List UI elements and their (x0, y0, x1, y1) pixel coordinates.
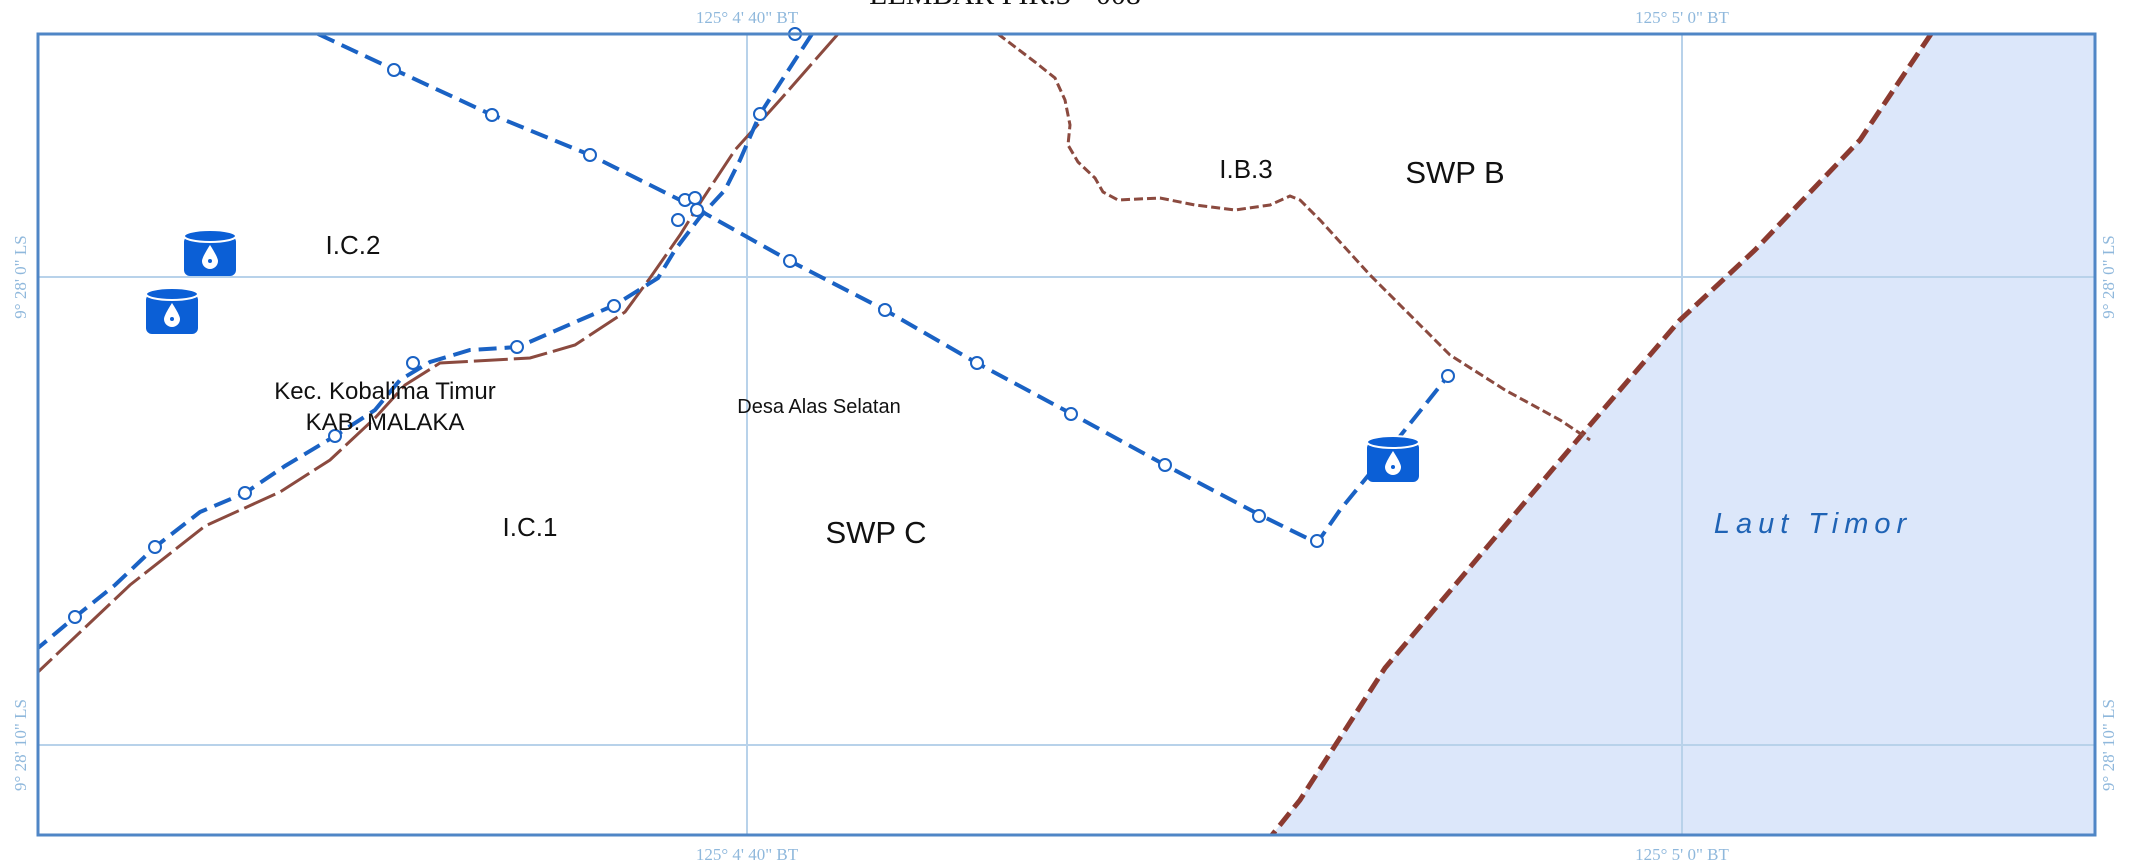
kabupaten-label: KAB. MALAKA (306, 409, 465, 436)
swp-boundary-line (997, 32, 1591, 442)
sheet-title: LEMBAR PIR.3 - 008 (869, 0, 1141, 11)
lat-label-right-bottom: 9° 28' 10" LS (2099, 699, 2118, 791)
swp-label-c: SWP C (825, 515, 926, 550)
kecamatan-label: Kec. Kobalima Timur (274, 378, 495, 405)
map-frame (36, 32, 2097, 837)
circle-node-icon (1441, 369, 1455, 383)
lat-label-right-top: 9° 28' 0" LS (2099, 235, 2118, 318)
circle-node-icon (510, 340, 524, 354)
circle-node-icon (387, 63, 401, 77)
circle-node-icon (688, 191, 702, 205)
circle-node-icon (583, 148, 597, 162)
water-drop-tank-icon[interactable] (1366, 435, 1420, 483)
circle-node-icon (970, 356, 984, 370)
circle-node-icon (671, 213, 685, 227)
pipe-nodes (68, 27, 1455, 624)
circle-node-icon (1064, 407, 1078, 421)
circle-node-icon (328, 429, 342, 443)
sea-area (1272, 34, 2095, 835)
circle-node-icon (148, 540, 162, 554)
water-drop-tank-icon[interactable] (183, 229, 237, 277)
coastline-boundary (1270, 32, 1934, 837)
circle-node-icon (878, 303, 892, 317)
circle-node-icon (68, 610, 82, 624)
circle-node-icon (1310, 534, 1324, 548)
grid (38, 34, 2095, 835)
zone-label-ib3: I.B.3 (1219, 154, 1272, 184)
lat-label-left-bottom: 9° 28' 10" LS (11, 699, 30, 791)
lon-label-bottom-right: 125° 5' 0" BT (1635, 845, 1729, 864)
circle-node-icon (238, 486, 252, 500)
lat-label-left-top: 9° 28' 0" LS (11, 235, 30, 318)
pipeline-west (36, 32, 814, 650)
sea-label: Laut Timor (1714, 508, 1912, 540)
water-drop-tank-icon[interactable] (145, 287, 199, 335)
circle-node-icon (406, 356, 420, 370)
circle-node-icon (607, 299, 621, 313)
circle-node-icon (1252, 509, 1266, 523)
circle-node-icon (783, 254, 797, 268)
circle-node-icon (1158, 458, 1172, 472)
zone-label-ic1: I.C.1 (503, 512, 558, 542)
lon-label-top-right: 125° 5' 0" BT (1635, 8, 1729, 27)
lon-label-bottom-left: 125° 4' 40" BT (696, 845, 799, 864)
road-line (36, 33, 840, 674)
zone-label-ic2: I.C.2 (326, 230, 381, 260)
circle-node-icon (690, 203, 704, 217)
circle-node-icon (753, 107, 767, 121)
swp-label-b: SWP B (1405, 155, 1504, 190)
circle-node-icon (485, 108, 499, 122)
lon-label-top-left: 125° 4' 40" BT (696, 8, 799, 27)
desa-label: Desa Alas Selatan (737, 396, 900, 418)
